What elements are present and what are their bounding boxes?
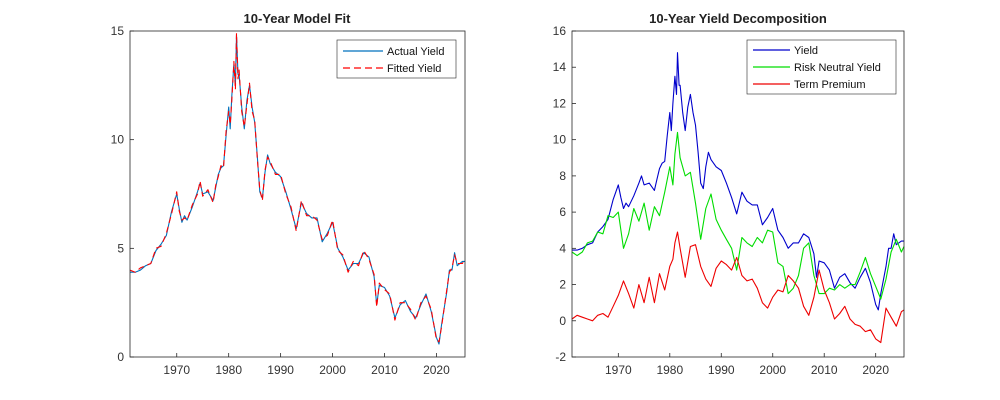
x-tick-label: 1990 [708,363,735,377]
legend-label-risk-neutral-yield: Risk Neutral Yield [794,62,881,74]
legend-label-yield: Yield [794,45,818,57]
y-tick-label: 0 [559,314,566,328]
y-tick-label: 16 [553,24,567,38]
x-tick-label: 1970 [605,363,632,377]
y-tick-label: -2 [555,350,566,364]
series-line-fitted-yield [129,32,466,343]
legend-label-actual-yield: Actual Yield [387,46,444,58]
x-tick-label: 2000 [319,363,346,377]
y-tick-label: 6 [559,205,566,219]
series-layer [129,32,466,345]
x-tick-label: 2000 [759,363,786,377]
y-tick-label: 8 [559,169,566,183]
legend-label-fitted-yield: Fitted Yield [387,63,441,75]
chart-title: 10-Year Model Fit [244,11,352,26]
x-tick-label: 2010 [811,363,838,377]
series-line-risk-neutral-yield [571,131,905,300]
plot-area [130,31,465,357]
y-axis: 0 5 10 15 [111,24,134,364]
x-axis: 1970 1980 1990 2000 2010 2020 [605,353,889,377]
legend-label-term-premium: Term Premium [794,79,866,91]
chart-model-fit: 10-Year Model Fit 1970 1980 1990 2000 2010 20… [111,11,466,377]
series-line-term-premium [571,231,905,344]
axes-box [571,30,905,358]
y-tick-label: 12 [553,96,567,110]
legend: Yield Risk Neutral Yield Term Premium [746,39,897,95]
y-tick-label: 4 [559,241,566,255]
chart-yield-decomposition: 10-Year Yield Decomposition 1970 1980 1990… [553,11,905,377]
x-tick-label: 1970 [163,363,190,377]
y-tick-label: 10 [553,133,567,147]
y-tick-label: 10 [111,133,125,147]
axes-box [129,30,466,358]
x-tick-label: 2020 [423,363,450,377]
x-tick-label: 1980 [215,363,242,377]
series-line-yield [572,52,904,311]
x-tick-label: 1990 [267,363,294,377]
y-tick-label: 5 [117,241,124,255]
y-tick-label: 2 [559,278,566,292]
y-tick-label: 15 [111,24,125,38]
x-tick-label: 2020 [862,363,889,377]
y-tick-label: 14 [553,60,567,74]
y-tick-label: 0 [117,350,124,364]
x-axis: 1970 1980 1990 2000 2010 2020 [163,353,450,377]
x-tick-label: 1980 [656,363,683,377]
y-axis: -2 0 2 4 6 8 10 12 14 16 [553,24,576,364]
legend: Actual Yield Fitted Yield [336,39,457,79]
legend-box [336,39,457,79]
series-layer [571,52,905,344]
chart-title: 10-Year Yield Decomposition [649,11,827,26]
x-tick-label: 2010 [371,363,398,377]
